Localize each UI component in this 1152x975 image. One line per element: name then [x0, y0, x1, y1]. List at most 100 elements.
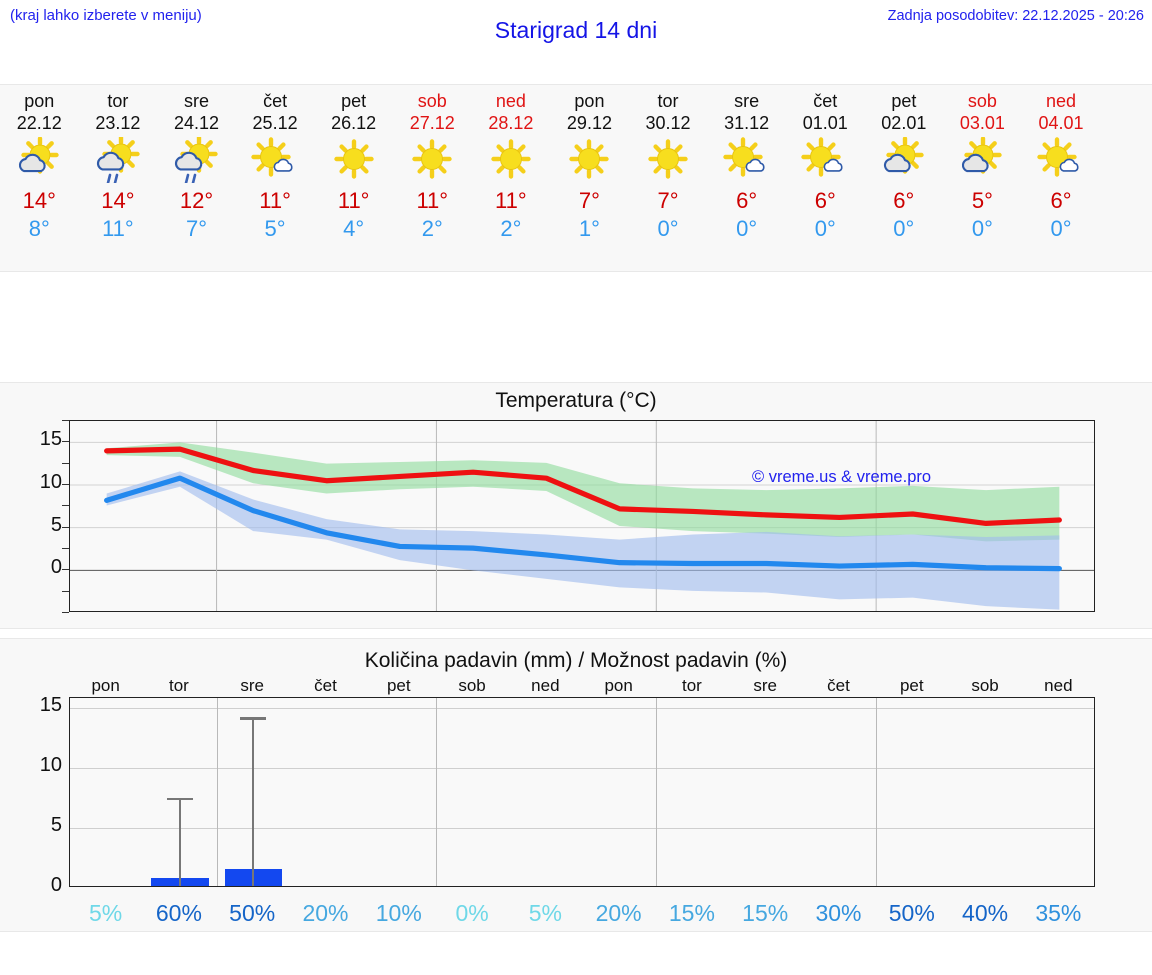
temp-y-label: 10 [39, 471, 62, 493]
temp-max: 5° [971, 188, 993, 213]
sun-cloud-icon [4, 136, 74, 184]
temp-max: 6° [1050, 188, 1072, 213]
day-column-22-12[interactable]: pon 22.12 14° 8° [0, 85, 79, 271]
precip-gridline [70, 827, 1094, 829]
temp-min: 0° [1050, 216, 1072, 241]
precip-gridline [70, 707, 1094, 709]
precip-error-cap [240, 717, 267, 720]
page-header: (kraj lahko izberete v meniju) Starigrad… [0, 0, 1152, 62]
day-date: 25.12 [252, 113, 298, 133]
precip-day-label: tor [169, 676, 189, 695]
temp-min: 8° [28, 216, 50, 241]
precipitation-plot-area [69, 697, 1095, 887]
menu-hint: (kraj lahko izberete v meniju) [10, 7, 202, 24]
day-name: ned [495, 91, 526, 111]
sun-icon [476, 136, 546, 184]
temp-axis-tick [62, 420, 69, 421]
temp-max: 14° [22, 188, 56, 213]
day-name: sre [734, 91, 760, 111]
day-name: čet [263, 91, 288, 111]
sun-icon [319, 136, 389, 184]
day-column-31-12[interactable]: sre 31.12 6° 0° [707, 85, 786, 271]
precip-day-label: sre [240, 676, 265, 695]
precip-probability: 0% [455, 900, 489, 926]
sun-icon [397, 136, 467, 184]
day-column-01-01[interactable]: čet 01.01 6° 0° [786, 85, 865, 271]
precip-probability: 35% [1035, 900, 1082, 926]
temperature-series-svg [70, 421, 1094, 611]
precip-day-label: čet [314, 676, 337, 695]
temp-max: 11° [416, 188, 449, 213]
precip-bar [884, 886, 941, 887]
precip-gridline [70, 767, 1094, 769]
temp-axis-tick [62, 590, 69, 592]
sun-cloud-icon [947, 136, 1017, 184]
precip-y-label: 5 [50, 813, 62, 836]
temp-max: 6° [814, 188, 836, 213]
temp-max: 14° [101, 188, 135, 213]
temp-axis-tick [62, 569, 69, 571]
day-name: ned [1045, 91, 1077, 111]
temp-y-label: 5 [50, 513, 62, 536]
temp-max: 6° [736, 188, 758, 213]
temp-min: 5° [264, 216, 286, 241]
day-date: 30.12 [645, 113, 691, 133]
temp-max: 12° [179, 188, 214, 213]
precip-probability: 5% [89, 900, 123, 926]
temp-min: 2° [500, 216, 522, 241]
precip-bar [298, 886, 355, 887]
precip-day-label: pet [899, 676, 924, 695]
temp-axis-tick [62, 441, 69, 443]
temp-min: 7° [185, 216, 207, 241]
page-title: Starigrad 14 dni [494, 17, 658, 43]
temp-min: 0° [657, 216, 679, 241]
day-column-28-12[interactable]: ned 28.12 11° 2° [472, 85, 551, 271]
precip-y-label: 0 [50, 874, 62, 896]
precip-gridline-vertical [876, 698, 878, 886]
precip-bar [1031, 886, 1088, 887]
day-column-24-12[interactable]: sre 24.12 12° 7° [157, 85, 236, 271]
precip-bar [371, 886, 428, 887]
sun-small-cloud-icon [790, 136, 860, 184]
precip-y-label: 10 [39, 753, 62, 776]
temp-axis-tick [62, 612, 69, 613]
day-date: 04.01 [1038, 113, 1084, 133]
sun-small-cloud-icon [240, 136, 310, 184]
day-date: 28.12 [488, 113, 534, 133]
sun-icon [633, 136, 703, 184]
precip-probability: 40% [962, 900, 1009, 926]
day-date: 24.12 [173, 113, 219, 133]
day-column-03-01[interactable]: sob 03.01 5° 0° [943, 85, 1022, 271]
temp-max: 11° [495, 188, 527, 213]
day-date: 29.12 [566, 113, 612, 133]
temp-max: 6° [893, 188, 915, 213]
day-name: sre [183, 91, 209, 111]
day-column-02-01[interactable]: pet 02.01 6° 0° [865, 85, 944, 271]
sun-cloud-rain-icon [83, 136, 153, 184]
day-column-27-12[interactable]: sob 27.12 11° 2° [393, 85, 472, 271]
day-date: 22.12 [16, 113, 62, 133]
temp-min: 2° [421, 216, 443, 241]
precip-bar [811, 886, 868, 887]
day-column-23-12[interactable]: tor 23.12 14° 11° [79, 85, 158, 271]
precip-day-label: sre [753, 676, 778, 695]
precip-error-bar [252, 717, 255, 886]
day-date: 02.01 [881, 113, 927, 133]
temp-axis-tick [62, 548, 69, 549]
temp-axis-tick [62, 484, 69, 485]
temp-max: 11° [259, 188, 291, 213]
precip-bar [957, 886, 1014, 887]
day-column-04-01[interactable]: ned 04.01 6° 0° [1022, 85, 1101, 271]
day-column-25-12[interactable]: čet 25.12 11° 5° [236, 85, 315, 271]
day-name: pet [891, 91, 917, 111]
day-name: pon [24, 91, 55, 111]
day-column-29-12[interactable]: pon 29.12 7° 1° [550, 85, 629, 271]
temp-axis-tick [62, 505, 69, 507]
sun-icon [554, 136, 624, 184]
day-column-26-12[interactable]: pet 26.12 11° 4° [314, 85, 393, 271]
sun-cloud-rain-icon [161, 136, 231, 184]
precip-bar [518, 886, 575, 887]
temp-min: 11° [102, 216, 134, 241]
day-date: 31.12 [724, 113, 770, 133]
day-column-30-12[interactable]: tor 30.12 7° 0° [629, 85, 708, 271]
